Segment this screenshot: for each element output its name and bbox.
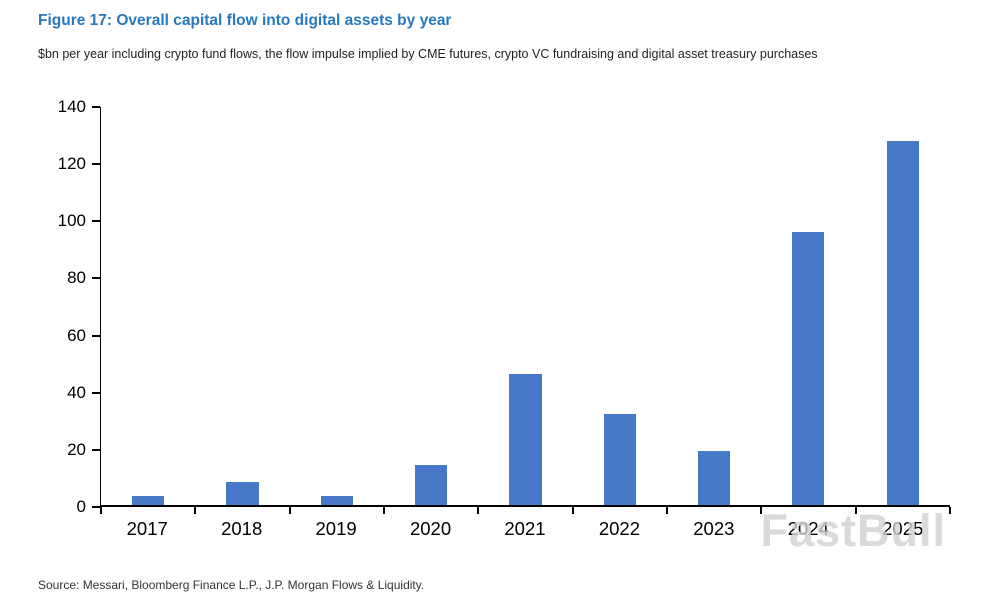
y-tick-label: 140 [57, 97, 86, 116]
x-tick-label-2017: 2017 [126, 518, 168, 539]
category-cell-2019 [290, 107, 384, 505]
source-note: Source: Messari, Bloomberg Finance L.P.,… [38, 578, 425, 592]
figure-title: Figure 17: Overall capital flow into dig… [38, 12, 452, 29]
x-tick-label-2023: 2023 [693, 518, 735, 539]
x-tick-mark [854, 507, 857, 514]
x-axis-ticks [100, 505, 951, 514]
x-tick-mark [194, 507, 197, 514]
x-tick-mark [288, 507, 291, 514]
x-tick-mark [100, 507, 102, 514]
y-axis: 0 20 40 60 80 100 120 140 [38, 97, 100, 516]
category-cell-2017 [101, 107, 195, 505]
x-tick-mark [949, 507, 951, 514]
x-tick-mark [760, 507, 763, 514]
y-tick-mark [92, 448, 100, 451]
y-tick-mark [92, 334, 100, 337]
bar-2018 [226, 482, 259, 505]
bar-2019 [320, 496, 353, 505]
y-tick-label: 40 [67, 382, 86, 402]
x-tick-mark [477, 507, 480, 514]
y-tick-label: 100 [57, 211, 86, 231]
x-tick-label-2022: 2022 [598, 518, 640, 539]
y-tick-label: 20 [67, 439, 86, 459]
category-cell-2021 [478, 107, 572, 505]
y-tick-label: 120 [57, 154, 86, 174]
plot-area [100, 107, 951, 514]
bar-2024 [792, 232, 825, 505]
x-tick-label-2020: 2020 [409, 518, 452, 539]
bar-chart: 0 20 40 60 80 100 120 140 2017 2018 2019 2020 2021 2… [38, 97, 951, 540]
y-tick-label: 0 [76, 497, 86, 516]
bar-2022 [603, 414, 636, 505]
category-cell-2020 [384, 107, 478, 505]
bar-2017 [132, 496, 165, 505]
category-cell-2022 [573, 107, 667, 505]
bar-2025 [886, 141, 919, 505]
x-axis-labels: 2017 2018 2019 2020 2021 2022 2023 2024 2025 [100, 518, 950, 540]
x-tick-label-2021: 2021 [504, 518, 546, 539]
figure-subtitle: $bn per year including crypto fund flows… [38, 47, 818, 61]
x-tick-label-2024: 2024 [787, 518, 829, 539]
y-tick-mark [92, 506, 100, 508]
y-tick-mark [92, 106, 100, 108]
x-tick-label-2025: 2025 [882, 518, 924, 539]
bar-2020 [415, 465, 448, 505]
category-cell-2025 [856, 107, 950, 505]
y-tick-mark [92, 220, 100, 223]
y-tick-label: 60 [67, 325, 86, 345]
category-cell-2018 [195, 107, 289, 505]
y-tick-label: 80 [67, 268, 86, 288]
bar-2021 [509, 374, 542, 505]
bar-2023 [698, 451, 731, 505]
x-tick-mark [382, 507, 385, 514]
y-tick-mark [92, 277, 100, 280]
x-tick-mark [571, 507, 574, 514]
y-tick-mark [92, 163, 100, 166]
x-tick-label-2018: 2018 [221, 518, 263, 539]
category-cell-2024 [761, 107, 855, 505]
plot-wrap: 2017 2018 2019 2020 2021 2022 2023 2024 2025 [100, 107, 951, 540]
x-tick-mark [665, 507, 668, 514]
x-tick-label-2019: 2019 [315, 518, 357, 539]
category-cell-2023 [667, 107, 761, 505]
y-tick-mark [92, 391, 100, 394]
